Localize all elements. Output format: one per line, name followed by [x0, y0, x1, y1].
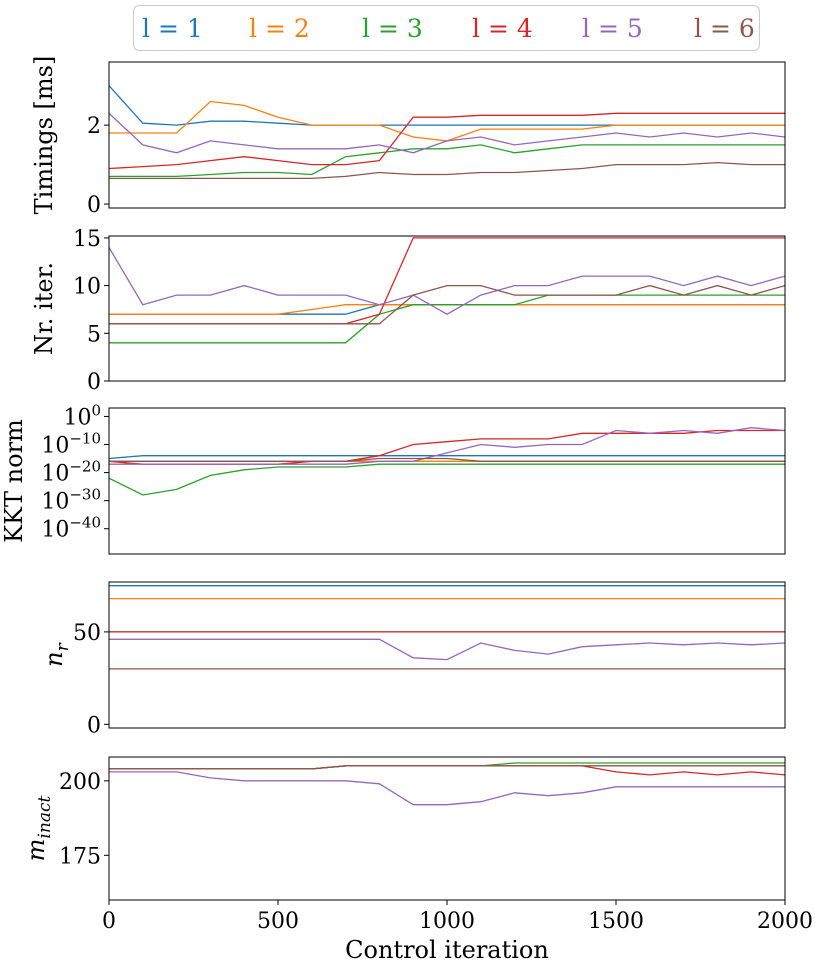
series-line-l1	[109, 304, 785, 315]
series-group	[109, 762, 785, 806]
axes-frame	[108, 235, 786, 382]
series-line-l1	[109, 455, 785, 460]
x-tick-label: 2000	[757, 909, 813, 934]
series-line-l5	[109, 771, 785, 806]
y-tick-label: 10−30	[41, 486, 101, 515]
y-tick-label: 0	[87, 193, 101, 218]
series-line-l1	[109, 85, 785, 126]
y-tick-label: 15	[73, 227, 101, 252]
x-axis-label: Control iteration	[345, 936, 549, 964]
y-axis-label: Timings [ms]	[30, 56, 58, 215]
series-line-l5	[109, 112, 785, 154]
series-group	[109, 585, 785, 670]
series-line-l3	[109, 294, 785, 344]
y-tick-label: 5	[87, 322, 101, 347]
legend-item-l4: l = 4	[472, 14, 533, 43]
series-line-l6	[109, 457, 785, 462]
legend-item-l5: l = 5	[582, 14, 643, 43]
series-line-l4	[109, 237, 785, 325]
legend-item-l6: l = 6	[694, 14, 755, 43]
series-line-l4	[109, 765, 785, 776]
y-tick-label: 50	[73, 621, 101, 646]
y-tick-label: 10	[73, 275, 101, 300]
series-line-l3	[109, 144, 785, 178]
axes-frame	[108, 407, 786, 555]
y-tick-label: 10−10	[41, 430, 101, 459]
y-axis-label: nr	[40, 642, 73, 666]
y-axis-label: minact	[22, 796, 55, 862]
legend: l = 1 l = 2 l = 3 l = 4 l = 5 l = 6	[133, 5, 760, 51]
series-line-l5	[109, 247, 785, 315]
y-tick-label: 100	[63, 401, 101, 430]
axes-frame	[108, 581, 786, 729]
x-tick-label: 1000	[419, 909, 475, 934]
y-tick-label: 2	[87, 114, 101, 139]
series-group	[109, 427, 785, 496]
y-tick-label: 175	[59, 844, 101, 869]
series-line-l4	[109, 112, 785, 170]
y-tick-label: 10−20	[41, 458, 101, 487]
series-line-l5	[109, 427, 785, 465]
series-line-l6	[109, 765, 785, 770]
y-tick-label: 200	[59, 770, 101, 795]
y-tick-label: 0	[87, 713, 101, 738]
legend-item-l3: l = 3	[362, 14, 423, 43]
y-tick-label: 10−40	[41, 514, 101, 543]
series-group	[109, 85, 785, 180]
y-tick-label: 0	[87, 370, 101, 395]
legend-item-l1: l = 1	[142, 14, 203, 43]
series-group	[109, 237, 785, 344]
axes-frame	[108, 61, 786, 209]
legend-item-l2: l = 2	[249, 14, 310, 43]
x-tick-label: 500	[257, 909, 299, 934]
series-line-l5	[109, 638, 785, 661]
series-line-l6	[109, 161, 785, 180]
y-axis-label: KKT norm	[0, 419, 28, 543]
series-line-l2	[109, 304, 785, 315]
subplot-1: 0 2 Timings [ms]	[30, 56, 786, 218]
series-line-l3	[109, 463, 785, 496]
series-line-l6	[109, 284, 785, 325]
x-tick-label: 1500	[588, 909, 644, 934]
x-tick-label: 0	[102, 909, 116, 934]
y-axis-label: Nr. iter.	[30, 262, 58, 355]
subplot-2: 0 5 10 15 Nr. iter.	[30, 227, 786, 395]
